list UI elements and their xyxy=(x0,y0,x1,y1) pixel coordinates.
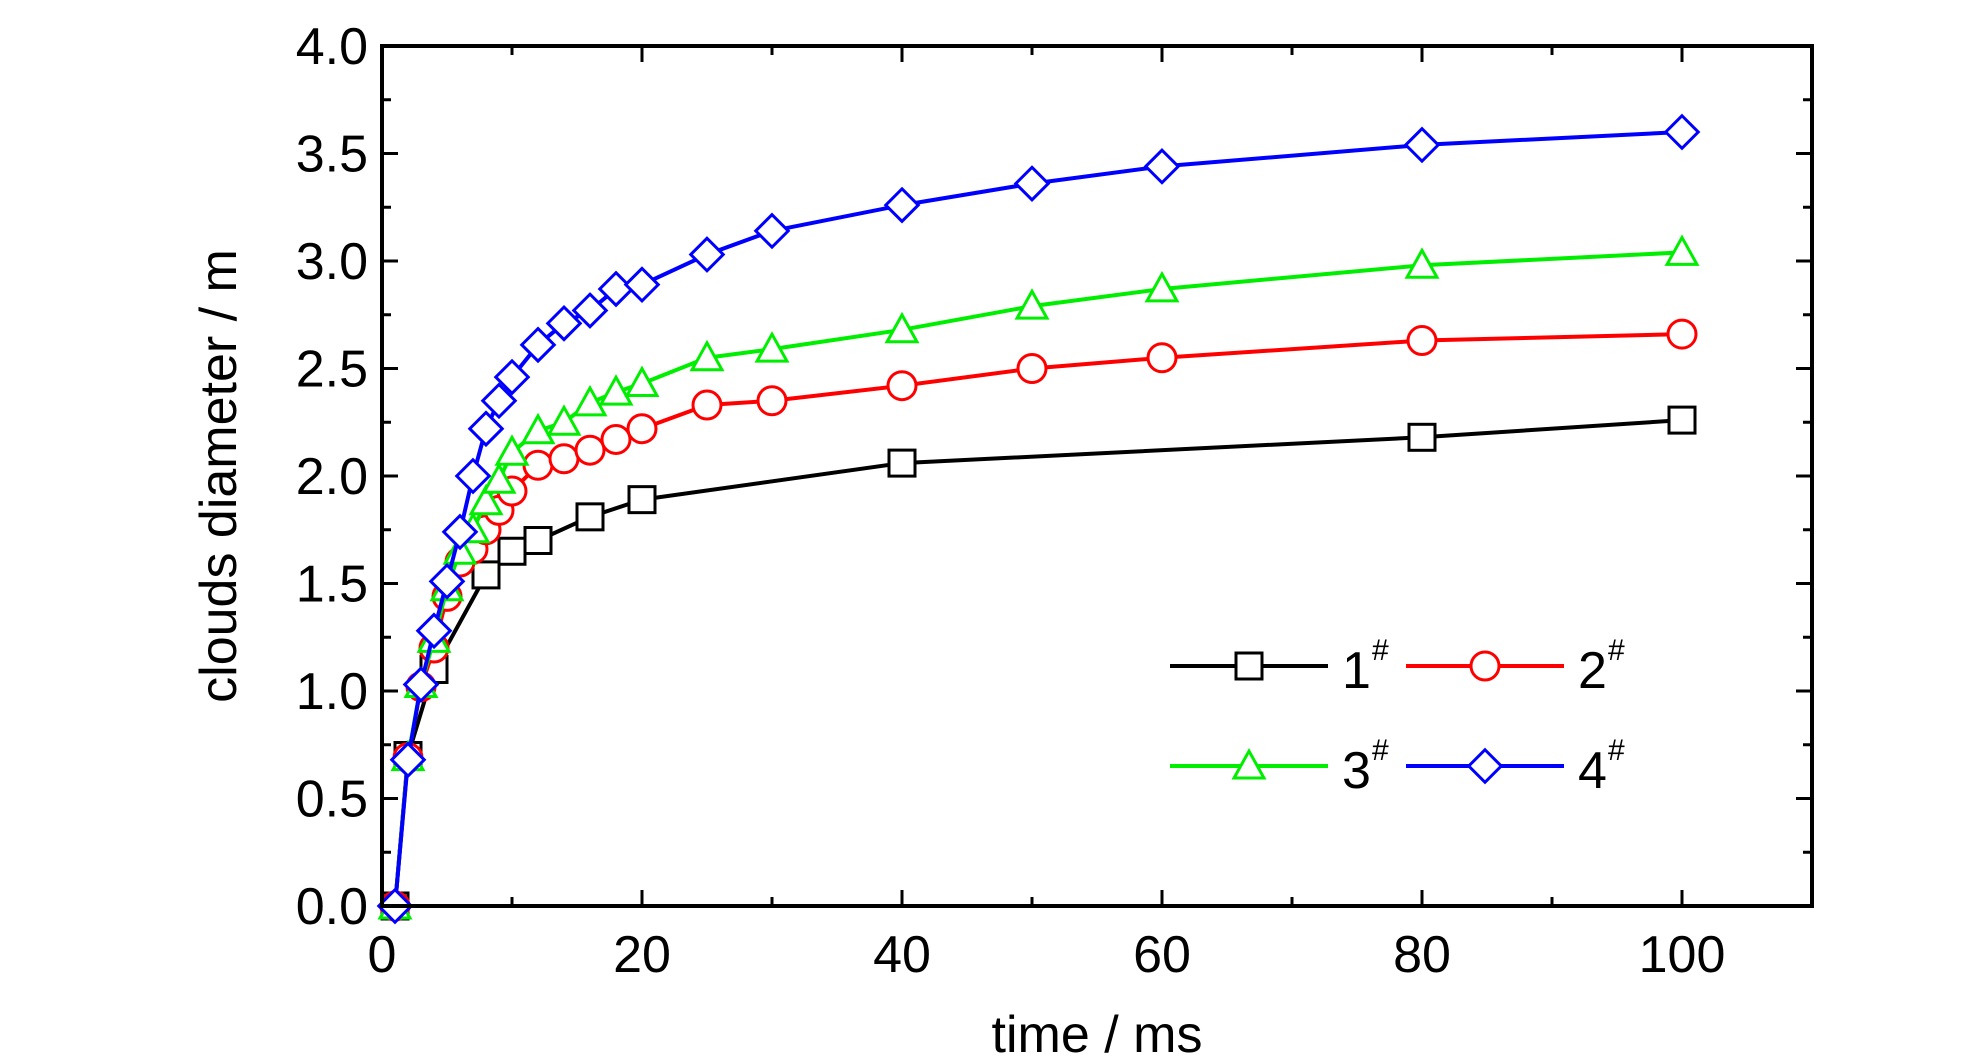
legend: 1 #2 #3 #4 # xyxy=(1170,634,1625,800)
series-3-point xyxy=(884,311,920,344)
legend-label-superscript: # xyxy=(1608,734,1625,767)
y-tick-label: 3.0 xyxy=(296,233,368,291)
series-1-point xyxy=(1407,422,1437,452)
series-4-point xyxy=(389,741,427,779)
series-2-point xyxy=(1666,318,1698,350)
legend-label-superscript: # xyxy=(1372,734,1389,767)
series-2-point xyxy=(1406,325,1438,357)
series-4-point xyxy=(623,266,661,304)
series-3-point xyxy=(598,374,634,406)
series-4-point xyxy=(493,358,531,396)
series-2-point xyxy=(548,443,580,475)
series-3-point xyxy=(481,462,517,494)
series-3-point xyxy=(689,339,725,372)
legend-item-4: 4 # xyxy=(1406,734,1625,800)
series-3-point xyxy=(468,483,504,516)
series-4-point xyxy=(1013,165,1051,202)
series-4-point xyxy=(571,292,609,329)
series-1-point xyxy=(887,448,917,478)
y-tick-label: 4.0 xyxy=(296,18,368,76)
plot-area-frame xyxy=(380,44,1814,908)
series-3-point xyxy=(520,412,556,445)
series-3-point xyxy=(1014,288,1050,320)
series-2-line xyxy=(393,332,1683,907)
series-1-point xyxy=(1667,405,1697,435)
series-1-point xyxy=(497,536,527,566)
legend-swatch-marker xyxy=(1466,747,1504,785)
y-tick-label: 2.0 xyxy=(296,448,368,506)
series-4-point xyxy=(454,457,492,495)
series-4-point xyxy=(519,326,557,364)
y-tick-label: 3.5 xyxy=(296,126,368,184)
y-tick-label: 1.5 xyxy=(296,556,368,614)
series-3-point xyxy=(546,404,582,436)
series-1-point xyxy=(523,526,553,555)
series-4-point xyxy=(415,612,453,650)
series-4-point xyxy=(480,382,518,420)
series-4-point xyxy=(545,304,583,342)
x-tick-label: 80 xyxy=(1393,926,1451,984)
series-4-point xyxy=(441,513,479,551)
legend-label: 1 xyxy=(1342,642,1371,700)
legend-item-3: 3 # xyxy=(1170,734,1389,800)
series-4 xyxy=(376,113,1701,925)
series-4-point xyxy=(402,666,440,703)
series-4-point xyxy=(688,236,726,273)
series-4-line xyxy=(393,130,1683,907)
series-1-point xyxy=(471,560,501,590)
series-4-point xyxy=(1143,148,1181,185)
series-3-point xyxy=(754,331,790,363)
series-4-point xyxy=(1403,126,1441,164)
legend-label: 2 xyxy=(1578,642,1607,700)
series-4-point xyxy=(467,410,505,448)
series-3-point xyxy=(624,365,660,398)
series-4-point xyxy=(753,212,791,250)
x-tick-label: 40 xyxy=(873,926,931,984)
series-3-point xyxy=(494,434,530,466)
legend-item-2: 2 # xyxy=(1406,634,1625,700)
series-2-point xyxy=(1016,353,1048,384)
legend-label-superscript: # xyxy=(1608,634,1625,667)
series-2-point xyxy=(1146,342,1178,374)
x-tick-label: 0 xyxy=(368,926,397,984)
series-2-point xyxy=(600,423,632,455)
legend-swatch-marker xyxy=(1469,650,1501,682)
legend-label-superscript: # xyxy=(1372,634,1389,667)
x-tick-label: 60 xyxy=(1133,926,1191,984)
y-tick-label: 0.0 xyxy=(296,878,368,936)
series-3-point xyxy=(1664,234,1700,266)
series-2-point xyxy=(886,370,918,402)
series-3-point xyxy=(1144,270,1180,303)
tick-labels: 0 20 40 60 80 100 0.0 0.5 1.0 1.5 2.0 2.5 3.0 3.5 4.0 xyxy=(296,18,1726,984)
series-3-point xyxy=(572,384,608,417)
series-2-point xyxy=(574,434,606,466)
legend-label: 3 xyxy=(1342,742,1371,800)
legend-swatch-marker xyxy=(1231,747,1267,780)
x-tick-label: 100 xyxy=(1639,926,1726,984)
series-layer xyxy=(376,113,1701,925)
series-2-point xyxy=(626,413,658,445)
y-axis-title: clouds diameter / m xyxy=(190,249,248,703)
x-tick-label: 20 xyxy=(613,926,671,984)
series-1-point xyxy=(627,485,657,515)
legend-label: 4 xyxy=(1578,742,1607,800)
legend-item-1: 1 # xyxy=(1170,634,1389,700)
y-tick-label: 0.5 xyxy=(296,771,368,829)
legend-swatch-marker xyxy=(1234,651,1264,681)
x-axis-title: time / ms xyxy=(992,1006,1203,1062)
series-4-point xyxy=(1663,113,1701,151)
y-tick-label: 1.0 xyxy=(296,663,368,721)
y-tick-label: 2.5 xyxy=(296,341,368,399)
series-4-point xyxy=(883,186,921,224)
series-2-point xyxy=(691,389,723,421)
series-1-point xyxy=(575,502,605,532)
series-2-point xyxy=(756,385,788,417)
series-3-point xyxy=(1404,247,1440,279)
series-3-line xyxy=(393,250,1683,907)
series-4-point xyxy=(428,562,466,600)
